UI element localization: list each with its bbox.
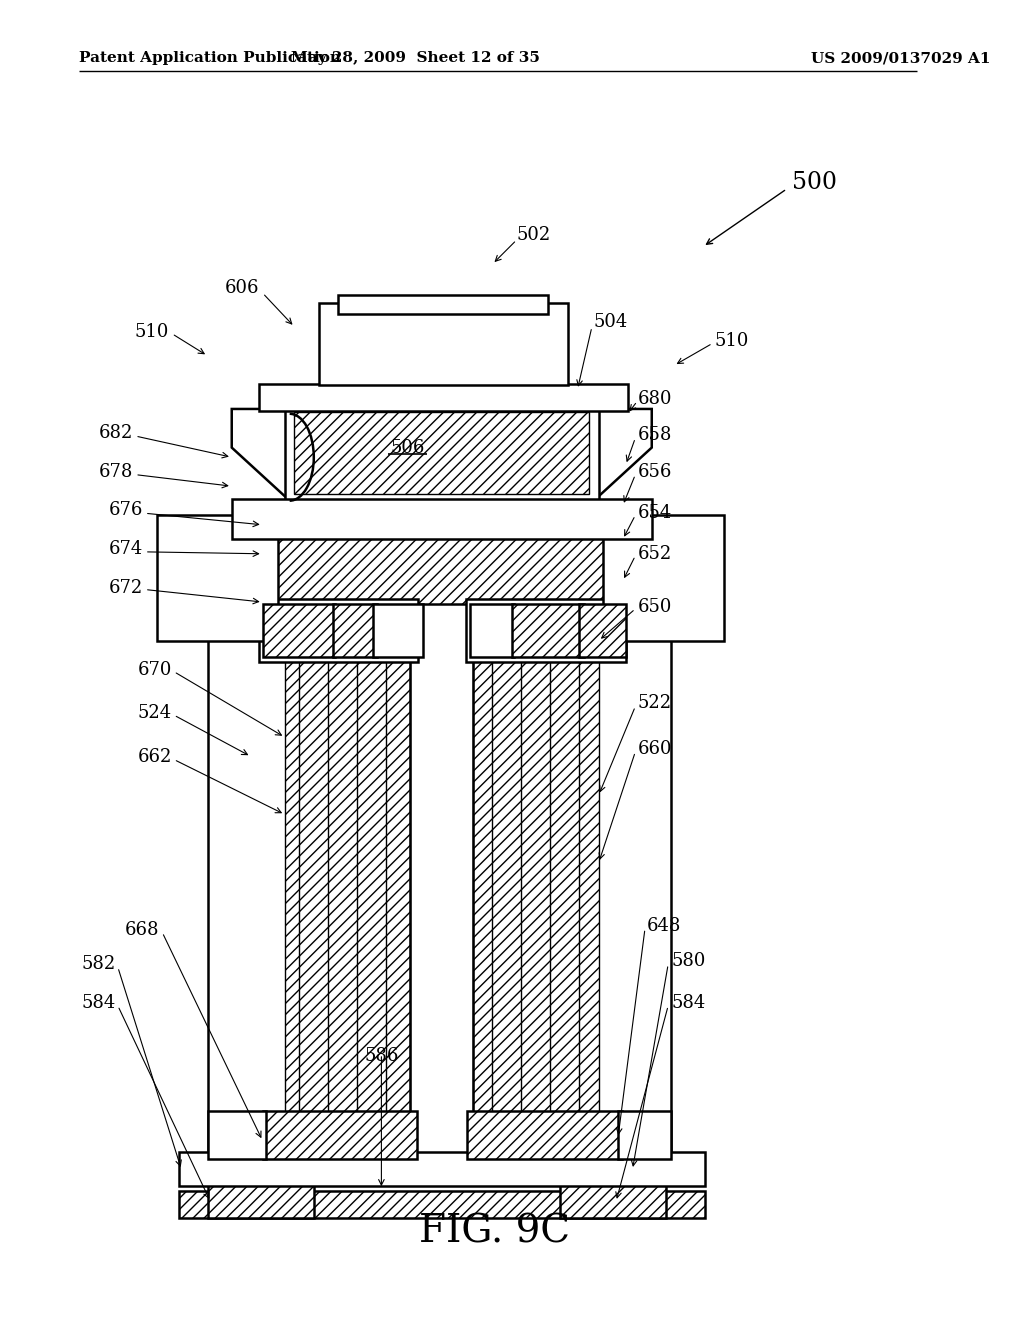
Text: 654: 654 xyxy=(637,504,672,523)
Text: 672: 672 xyxy=(109,578,143,597)
Text: 522: 522 xyxy=(637,694,672,713)
Text: 580: 580 xyxy=(671,952,706,970)
Text: 504: 504 xyxy=(594,313,628,331)
Text: FIG. 9C: FIG. 9C xyxy=(419,1213,570,1250)
Text: 500: 500 xyxy=(792,170,837,194)
Bar xyxy=(473,657,599,1155)
Text: 584: 584 xyxy=(671,994,706,1011)
Polygon shape xyxy=(594,409,651,500)
Text: 678: 678 xyxy=(99,463,133,480)
Bar xyxy=(338,294,549,314)
Bar xyxy=(285,404,599,500)
Bar xyxy=(231,499,651,540)
Bar xyxy=(208,1184,313,1218)
Text: 502: 502 xyxy=(516,226,551,244)
Text: 676: 676 xyxy=(109,502,143,519)
Bar xyxy=(208,1111,265,1159)
Bar xyxy=(285,657,411,1155)
Text: 668: 668 xyxy=(125,921,160,940)
Bar xyxy=(295,412,589,494)
Text: 524: 524 xyxy=(138,704,172,722)
Text: 584: 584 xyxy=(82,994,116,1011)
Bar xyxy=(580,605,626,657)
Bar xyxy=(318,302,567,385)
Text: 660: 660 xyxy=(637,739,672,758)
Text: May 28, 2009  Sheet 12 of 35: May 28, 2009 Sheet 12 of 35 xyxy=(291,51,540,66)
Bar xyxy=(259,599,418,661)
Text: 606: 606 xyxy=(224,280,259,297)
Bar xyxy=(262,605,335,657)
Bar xyxy=(178,1152,705,1187)
Text: 658: 658 xyxy=(637,426,672,444)
Bar xyxy=(333,605,377,657)
Text: 510: 510 xyxy=(715,333,749,350)
Bar xyxy=(259,384,628,411)
Bar xyxy=(178,1191,705,1218)
Text: 680: 680 xyxy=(637,391,672,408)
Text: 506: 506 xyxy=(390,438,425,457)
Text: US 2009/0137029 A1: US 2009/0137029 A1 xyxy=(811,51,990,66)
Text: 662: 662 xyxy=(137,747,172,766)
Text: 670: 670 xyxy=(137,660,172,678)
Bar xyxy=(373,605,423,657)
Bar xyxy=(560,1184,667,1218)
Bar xyxy=(589,605,671,1155)
Text: Patent Application Publication: Patent Application Publication xyxy=(79,51,341,66)
Bar xyxy=(262,1111,417,1159)
Text: 586: 586 xyxy=(365,1047,398,1065)
Bar xyxy=(158,515,279,640)
Bar xyxy=(466,599,626,661)
Text: 682: 682 xyxy=(99,424,133,442)
Text: 656: 656 xyxy=(637,463,672,480)
Polygon shape xyxy=(231,409,290,500)
Text: 510: 510 xyxy=(134,322,169,341)
Text: 674: 674 xyxy=(109,540,143,558)
Bar xyxy=(208,605,290,1155)
Bar xyxy=(470,605,514,657)
Bar xyxy=(231,539,651,605)
Text: 648: 648 xyxy=(647,916,681,935)
Text: 650: 650 xyxy=(637,598,672,616)
Bar xyxy=(512,605,584,657)
Bar xyxy=(617,1111,671,1159)
Text: 652: 652 xyxy=(637,545,672,562)
Text: 582: 582 xyxy=(82,956,116,973)
Bar xyxy=(603,515,724,640)
Bar xyxy=(467,1111,622,1159)
